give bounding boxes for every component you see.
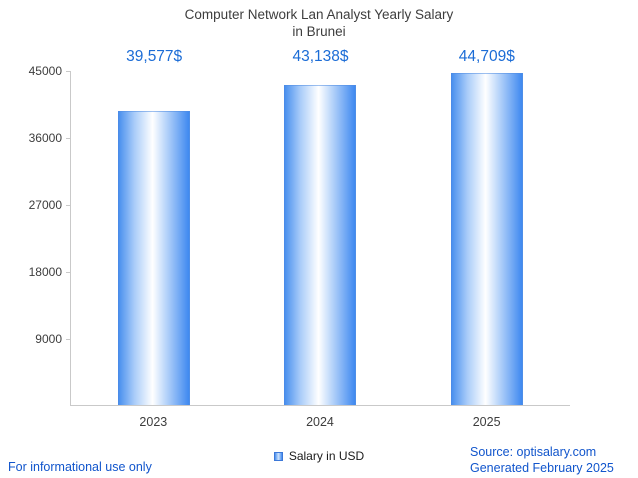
y-tick-label-36000: 36000 [28,131,62,145]
y-tick-mark [66,205,71,206]
legend-marker-icon [273,451,283,461]
legend-label: Salary in USD [288,449,365,463]
source-link[interactable]: Source: optisalary.com [470,445,597,459]
y-tick-label-18000: 18000 [28,265,62,279]
y-tick-label-45000: 45000 [28,64,62,78]
y-tick-label-27000: 27000 [28,198,62,212]
bar-2025[interactable] [450,73,523,405]
x-axis: 2023 2024 2025 [70,415,570,429]
chart-title-line1: Computer Network Lan Analyst Yearly Sala… [184,7,454,22]
chart-title: Computer Network Lan Analyst Yearly Sala… [0,6,638,40]
y-tick-label-9000: 9000 [35,332,62,346]
x-tick-label-2024: 2024 [306,415,334,429]
y-tick-mark [66,71,71,72]
bar-column-2023 [109,71,199,405]
plot-area: 39,577$ 43,138$ 44,709$ [66,48,570,406]
generated-date: Generated February 2025 [470,461,614,475]
chart-title-line2: in Brunei [292,24,346,39]
bar-column-2025 [442,71,532,405]
bar-2023[interactable] [118,111,191,405]
bar-column-2024 [275,71,365,405]
value-label-2023: 39,577$ [126,48,183,65]
y-tick-mark [66,339,71,340]
bar-2024[interactable] [284,84,357,405]
bars-group [71,71,570,405]
chart-area: 45000 36000 27000 18000 9000 39,577$ 43,138$ 4… [29,48,570,429]
value-label-2025: 44,709$ [458,48,515,65]
x-tick-label-2023: 2023 [139,415,168,429]
y-tick-mark [66,138,71,139]
legend: Salary in USD [0,449,638,463]
footer-disclaimer: For informational use only [8,460,152,474]
value-label-2024: 43,138$ [292,48,349,65]
footer-source-block: Source: optisalary.com Generated Februar… [470,444,614,476]
y-axis: 45000 36000 27000 18000 9000 [6,64,62,406]
x-tick-label-2025: 2025 [472,415,501,429]
y-tick-mark [66,272,71,273]
value-labels: 39,577$ 43,138$ 44,709$ [71,47,570,67]
